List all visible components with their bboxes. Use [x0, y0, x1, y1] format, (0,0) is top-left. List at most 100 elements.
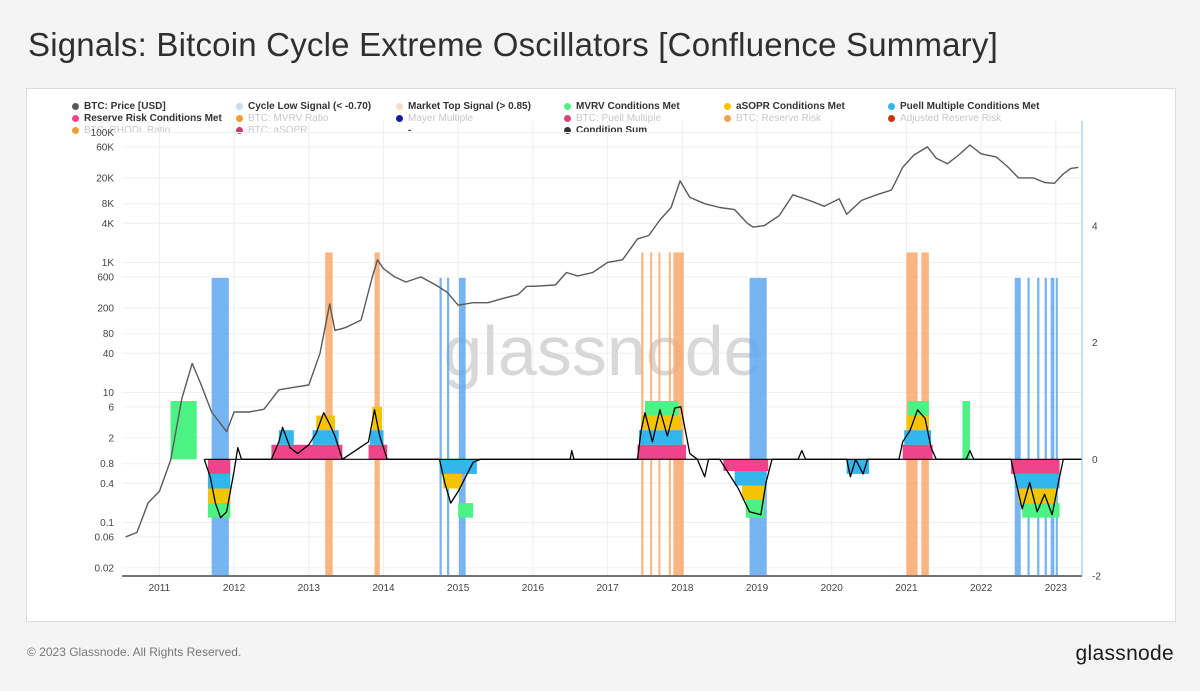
legend-label: Market Top Signal (> 0.85) — [408, 100, 531, 112]
legend-swatch — [724, 114, 731, 122]
condition-block — [368, 444, 388, 460]
legend-item[interactable]: Condition Sum — [564, 124, 647, 136]
condition-block — [723, 459, 769, 471]
cycle-low-band — [439, 277, 442, 575]
y-tick-label: 0.1 — [100, 518, 114, 529]
legend-swatch — [396, 114, 403, 122]
chart-svg: glassnode 2011 2012 2013 2014 2015 2016 2017 20… — [91, 121, 1101, 594]
y-tick-label: 80 — [103, 329, 115, 340]
glassnode-logo: glassnode — [1075, 642, 1174, 665]
cycle-low-band — [1050, 277, 1055, 575]
y-right-tick-label: -2 — [1092, 572, 1101, 583]
condition-block — [742, 485, 765, 501]
x-tick-label: 2020 — [821, 583, 844, 594]
condition-block — [271, 444, 343, 460]
x-tick-label: 2019 — [746, 583, 769, 594]
y-right-tick-label: 4 — [1092, 222, 1098, 233]
condition-block — [745, 500, 765, 518]
y-tick-label: 0.4 — [100, 479, 114, 490]
condition-block — [372, 406, 382, 431]
legend-label: Reserve Risk Conditions Met — [84, 112, 222, 124]
y-tick-label: 8K — [102, 199, 115, 210]
legend-item[interactable]: aSOPR Conditions Met — [724, 100, 845, 112]
condition-block — [439, 459, 477, 474]
legend-label: Condition Sum — [576, 124, 648, 136]
legend-item[interactable]: BTC: MVRV Ratio — [236, 112, 328, 124]
legend-swatch — [564, 126, 571, 134]
legend-label: Cycle Low Signal (< -0.70) — [248, 100, 372, 112]
legend-item[interactable]: BTC: Puell Multiple — [564, 112, 661, 124]
legend-item[interactable]: BTC: RHODL Ratio — [72, 124, 170, 136]
y-right-tick-label: 2 — [1092, 338, 1098, 349]
condition-block — [207, 473, 231, 489]
condition-block — [458, 503, 474, 518]
condition-sum-line — [203, 406, 1082, 519]
cycle-low-band — [1027, 277, 1030, 575]
y-tick-label: 0.02 — [95, 563, 115, 574]
condition-block — [316, 415, 335, 431]
legend-label: BTC: RHODL Ratio — [84, 124, 171, 136]
legend-item[interactable]: MVRV Conditions Met — [564, 100, 680, 112]
legend-item[interactable]: BTC: aSOPR — [236, 124, 307, 136]
condition-block — [1011, 459, 1060, 474]
legend-label: BTC: Puell Multiple — [576, 112, 662, 124]
condition-block — [734, 471, 767, 486]
legend-swatch — [396, 102, 403, 110]
legend-swatch — [236, 114, 243, 122]
x-tick-label: 2016 — [522, 583, 545, 594]
legend-swatch — [888, 114, 895, 122]
y-tick-label: 0.8 — [100, 459, 114, 470]
y-tick-label: 40 — [103, 349, 115, 360]
cycle-low-band — [1014, 277, 1021, 575]
price-line — [125, 144, 1079, 538]
legend-swatch — [564, 114, 571, 122]
legend-swatch — [72, 114, 79, 122]
cycle-low-band — [446, 277, 450, 575]
cycle-low-band — [749, 277, 767, 575]
x-tick-label: 2011 — [149, 583, 171, 594]
legend-item[interactable]: Puell Multiple Conditions Met — [888, 100, 1039, 112]
condition-block — [370, 430, 384, 445]
legend-swatch — [72, 102, 79, 110]
condition-block — [1014, 473, 1060, 489]
condition-block — [207, 459, 231, 474]
market-top-band — [641, 252, 644, 576]
legend-item[interactable]: Cycle Low Signal (< -0.70) — [236, 100, 371, 112]
condition-block — [638, 430, 683, 445]
cycle-low-band — [458, 277, 466, 575]
legend-item[interactable]: Adjusted Reserve Risk — [888, 112, 1001, 124]
condition-block — [902, 444, 933, 460]
y-tick-label: 20K — [96, 173, 114, 184]
y-tick-label: 600 — [97, 272, 114, 283]
x-tick-label: 2021 — [895, 583, 918, 594]
y-right-tick-label: 0 — [1092, 455, 1098, 466]
cycle-low-band — [1055, 277, 1058, 575]
legend-label: Puell Multiple Conditions Met — [900, 100, 1040, 112]
watermark: glassnode — [443, 312, 762, 390]
legend-item[interactable]: - — [396, 124, 411, 136]
legend-label: BTC: MVRV Ratio — [248, 112, 329, 124]
condition-block — [904, 430, 932, 445]
condition-block — [170, 401, 197, 460]
condition-block — [312, 430, 339, 445]
legend-item[interactable]: BTC: Reserve Risk — [724, 112, 821, 124]
chart-card: BTC: Price [USD] Cycle Low Signal (< -0.7… — [26, 88, 1176, 622]
page-title: Signals: Bitcoin Cycle Extreme Oscillato… — [28, 26, 998, 63]
market-top-band — [325, 252, 333, 576]
y-tick-label: 10 — [103, 388, 115, 399]
legend-label: BTC: Reserve Risk — [736, 112, 822, 124]
x-tick-label: 2013 — [298, 583, 321, 594]
legend-label: Adjusted Reserve Risk — [900, 112, 1002, 124]
legend-label: MVRV Conditions Met — [576, 100, 680, 112]
y-tick-label: 200 — [97, 303, 114, 314]
legend-item[interactable]: BTC: Price [USD] — [72, 100, 166, 112]
y-tick-label: 2 — [108, 433, 114, 444]
chart-legend: BTC: Price [USD] Cycle Low Signal (< -0.7… — [72, 89, 1172, 139]
copyright-text: © 2023 Glassnode. All Rights Reserved. — [27, 645, 242, 659]
condition-block — [637, 444, 687, 460]
legend-item[interactable]: Market Top Signal (> 0.85) — [396, 100, 531, 112]
legend-swatch — [72, 126, 79, 134]
legend-label: BTC: aSOPR — [248, 124, 308, 136]
legend-item[interactable]: Mayer Multiple — [396, 112, 473, 124]
legend-item[interactable]: Reserve Risk Conditions Met — [72, 112, 222, 124]
